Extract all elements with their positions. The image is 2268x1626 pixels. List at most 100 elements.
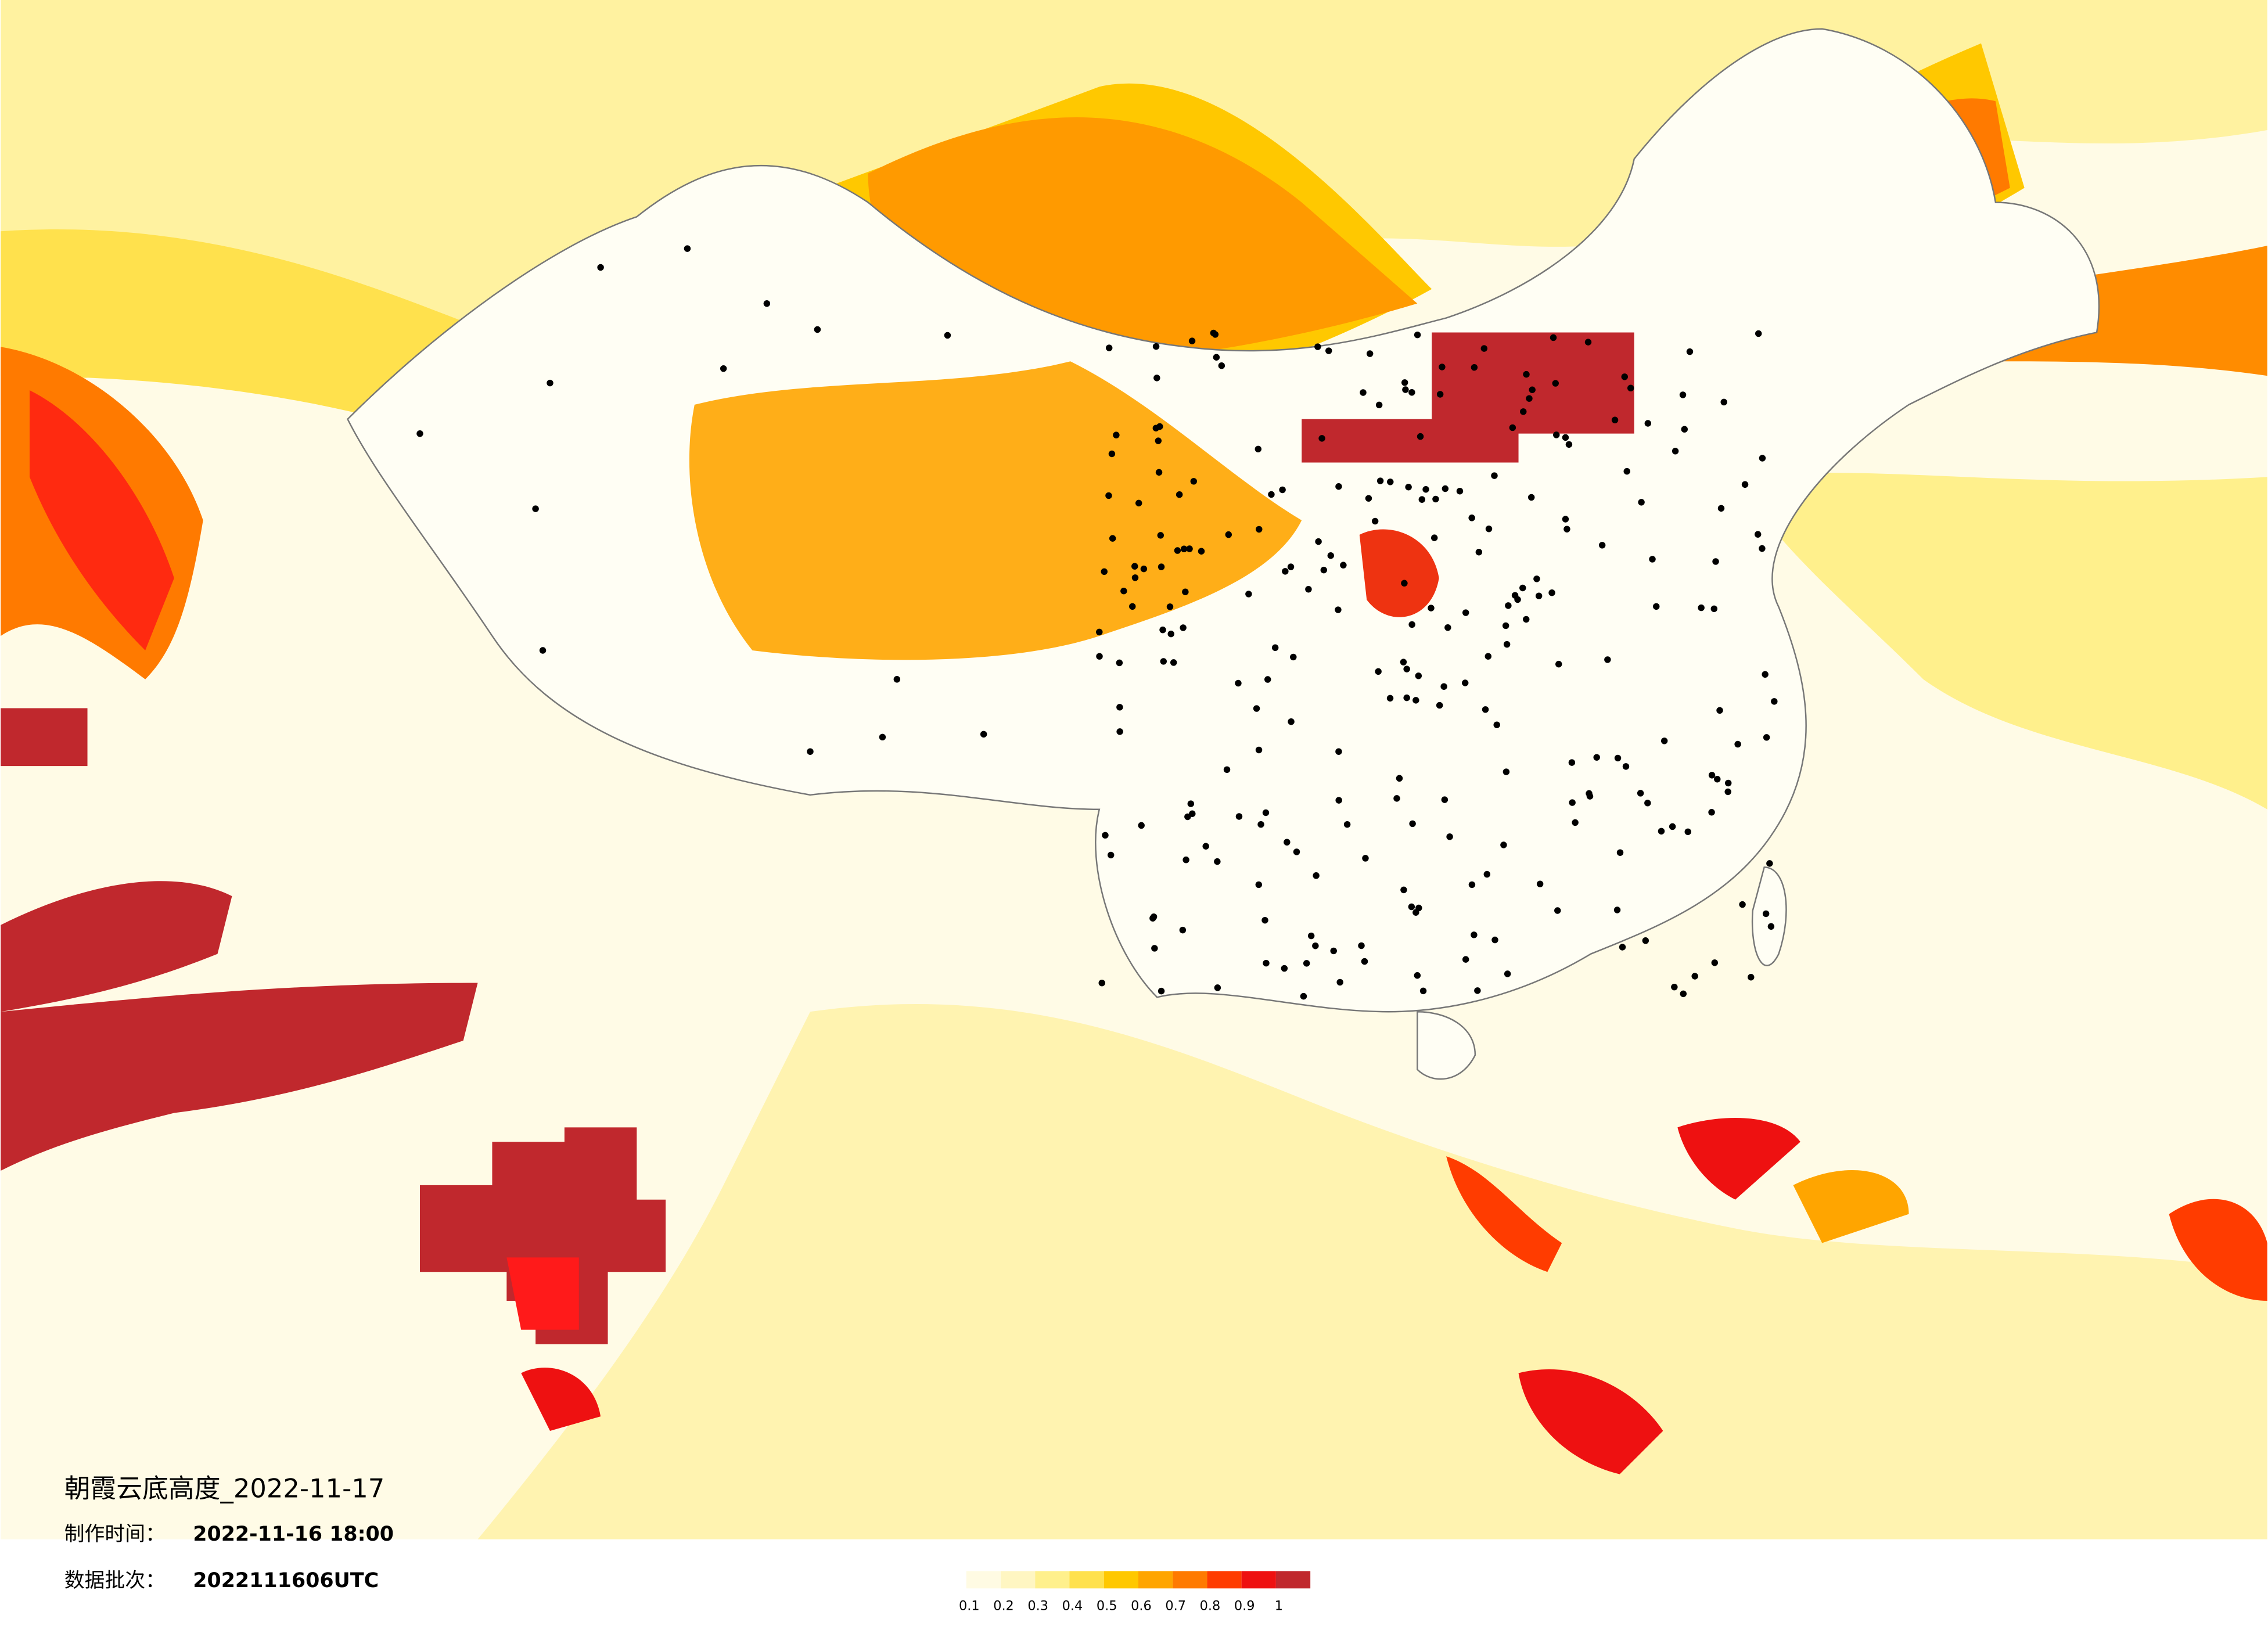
- city-dot: [1680, 990, 1687, 998]
- city-dot: [1116, 659, 1123, 667]
- city-dot: [1679, 391, 1687, 398]
- city-dot: [1166, 603, 1174, 610]
- city-dot: [1623, 467, 1630, 475]
- city-dot: [1174, 547, 1181, 554]
- city-dot: [1375, 668, 1382, 675]
- city-dot: [1189, 810, 1196, 817]
- cloud-field: [1, 983, 478, 1171]
- city-dot: [1475, 549, 1483, 556]
- city-dot: [1214, 858, 1221, 865]
- city-dot: [1140, 565, 1148, 573]
- city-dot: [1366, 350, 1374, 357]
- city-dot: [1287, 563, 1295, 570]
- city-dot: [1440, 683, 1447, 690]
- city-dot: [1155, 437, 1162, 444]
- city-dot: [1281, 965, 1288, 972]
- city-dot: [1638, 499, 1645, 506]
- cloud-field: [1793, 1170, 1909, 1243]
- city-dot: [1096, 628, 1103, 636]
- cloud-field: [29, 390, 174, 650]
- city-dot: [1336, 979, 1343, 986]
- city-dot: [1218, 362, 1225, 369]
- city-dot: [1698, 604, 1705, 611]
- legend-tick-label: 0.8: [1200, 1599, 1221, 1614]
- map-title: 朝霞云底高度_2022-11-17: [64, 1473, 385, 1503]
- city-dot: [1493, 721, 1500, 728]
- city-dot: [1681, 426, 1688, 433]
- city-dot: [1686, 348, 1694, 355]
- city-dot: [1408, 903, 1415, 911]
- city-dot: [1160, 658, 1167, 665]
- city-dot: [763, 300, 771, 307]
- city-dot: [1684, 828, 1691, 836]
- city-dot: [1105, 344, 1113, 351]
- city-dot: [1415, 672, 1422, 679]
- city-dot: [1616, 849, 1624, 856]
- city-dot: [1523, 370, 1530, 378]
- city-dot: [1158, 987, 1165, 995]
- legend-swatch: [1035, 1571, 1070, 1589]
- city-dot: [1264, 676, 1271, 683]
- city-dot: [1212, 331, 1219, 338]
- city-dot: [1375, 401, 1383, 409]
- city-dot: [1190, 478, 1198, 485]
- city-dot: [720, 365, 727, 372]
- city-dot: [539, 647, 547, 654]
- city-dot: [1759, 455, 1766, 462]
- city-dot: [1734, 740, 1741, 748]
- city-dot: [1598, 542, 1606, 549]
- city-dot: [1335, 748, 1342, 755]
- city-dot: [416, 430, 423, 437]
- city-dot: [1288, 718, 1295, 725]
- city-dot: [1343, 821, 1351, 828]
- city-dot: [1409, 820, 1416, 828]
- city-dot: [1503, 641, 1511, 648]
- cloud-field: [521, 1368, 601, 1431]
- city-dot: [1314, 343, 1321, 350]
- made-label: 制作时间：: [64, 1523, 166, 1546]
- city-dot: [1526, 395, 1533, 402]
- city-dot: [980, 731, 987, 738]
- city-dot: [1414, 331, 1421, 339]
- city-dot: [1509, 424, 1516, 431]
- city-dot: [1151, 945, 1158, 952]
- city-dot: [1584, 339, 1592, 346]
- city-dot: [1714, 776, 1721, 783]
- city-dot: [1491, 472, 1498, 479]
- city-dot: [1335, 483, 1342, 490]
- legend-tick-label: 0.3: [1027, 1599, 1048, 1614]
- city-dot: [1554, 907, 1561, 914]
- cloud-field: [1995, 246, 2267, 376]
- city-dot: [1442, 485, 1449, 492]
- city-dot: [1129, 603, 1136, 610]
- city-dot: [1376, 477, 1384, 484]
- city-dot: [1767, 923, 1775, 930]
- cloud-field: [1677, 1117, 1800, 1200]
- city-dot: [1152, 343, 1160, 350]
- city-dot: [1262, 809, 1270, 816]
- city-dot: [1109, 535, 1116, 542]
- city-dot: [1268, 491, 1275, 498]
- city-dot: [1255, 881, 1263, 888]
- city-dot: [1644, 800, 1651, 807]
- city-dot: [1098, 979, 1105, 987]
- city-dot: [1502, 622, 1509, 629]
- batch-label: 数据批次：: [64, 1569, 166, 1592]
- city-dot: [1771, 698, 1778, 705]
- legend-swatch: [1241, 1571, 1276, 1589]
- city-dot: [1468, 881, 1476, 888]
- cloud-field: [1359, 529, 1439, 617]
- city-dot: [1555, 660, 1562, 668]
- city-dot: [1480, 345, 1488, 352]
- cloud-field: [477, 1003, 2267, 1539]
- city-dot: [1107, 851, 1115, 859]
- made-value: 2022-11-16 18:00: [193, 1523, 394, 1546]
- legend-swatch: [1069, 1571, 1104, 1589]
- city-dot: [1527, 494, 1535, 501]
- city-dot: [1710, 605, 1718, 613]
- city-dot: [1405, 484, 1412, 491]
- city-dot: [1563, 526, 1570, 533]
- city-dot: [1186, 545, 1193, 552]
- city-dot: [1225, 531, 1232, 538]
- city-dot: [1361, 958, 1368, 965]
